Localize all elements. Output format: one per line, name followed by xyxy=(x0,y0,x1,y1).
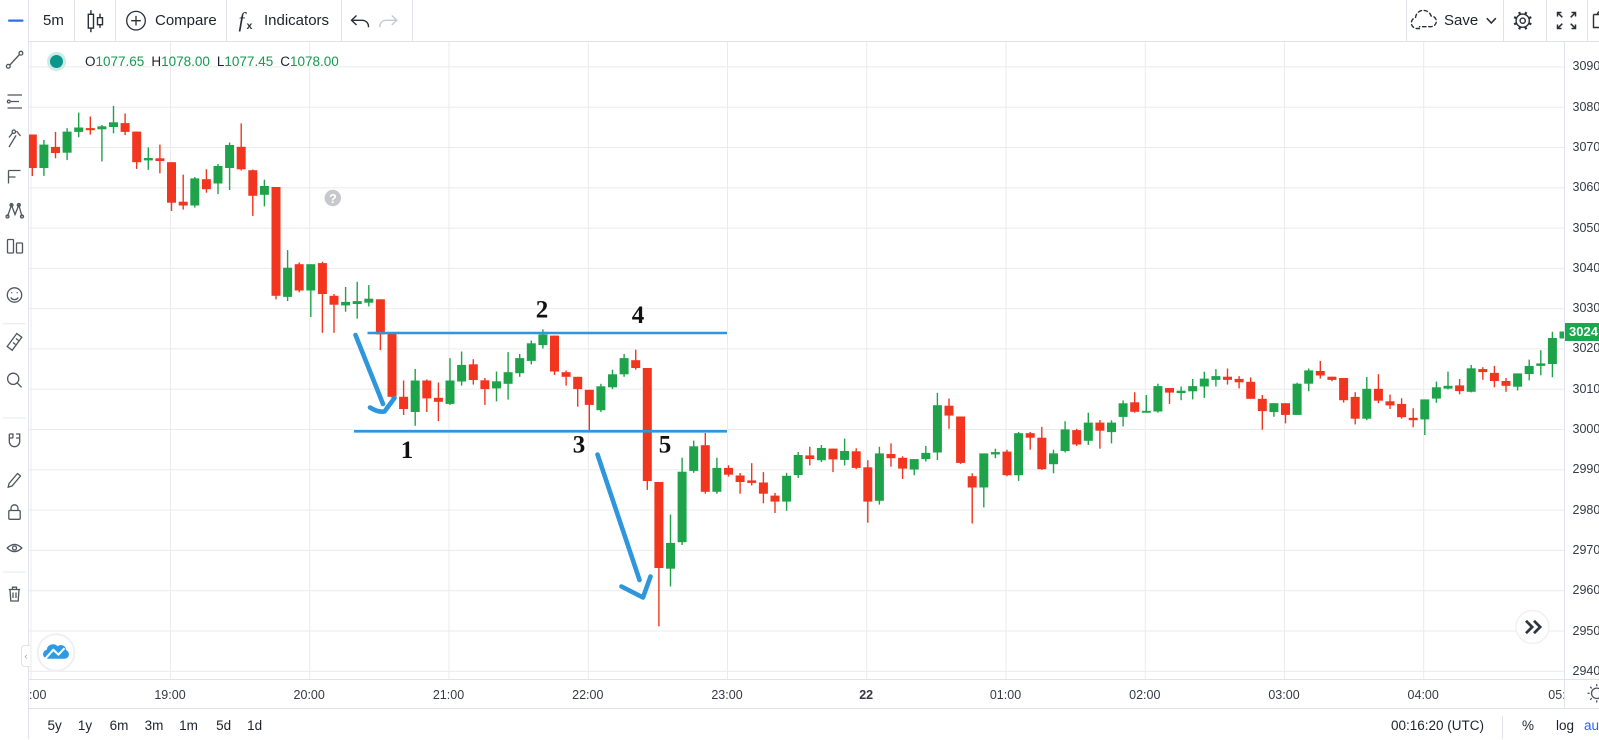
svg-text:x: x xyxy=(247,20,253,32)
